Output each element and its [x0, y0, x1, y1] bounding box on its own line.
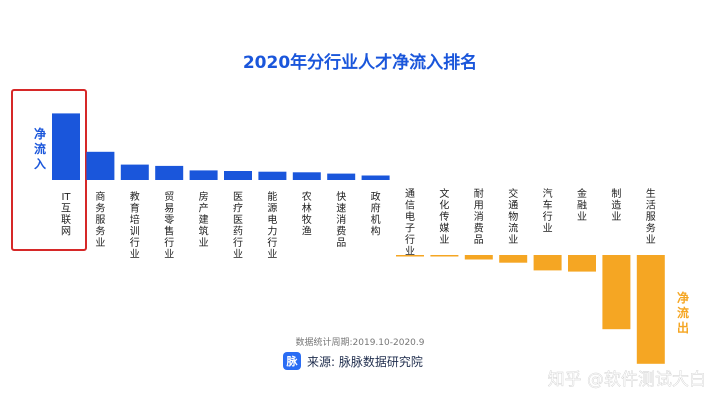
- bar-3: [155, 165, 184, 180]
- bar-11: [430, 255, 459, 257]
- category-label-11: 文化传媒业: [439, 187, 449, 246]
- category-label-5: 医疗医药行业: [233, 191, 243, 261]
- category-label-1: 商务服务业: [95, 190, 105, 249]
- bar-0: [52, 113, 80, 180]
- bar-8: [327, 173, 356, 180]
- bar-5: [224, 171, 252, 180]
- chart-title: 2020年分行业人才净流入排名: [243, 52, 477, 73]
- bar-15: [568, 255, 596, 272]
- category-label-2: 教育培训行业: [130, 190, 140, 261]
- category-label-15: 金融业: [577, 187, 587, 223]
- category-label-7: 农林牧渔: [302, 190, 312, 238]
- data-period: 数据统计周期:2019.10-2020.9: [296, 336, 425, 348]
- category-label-12: 耐用消费品: [474, 187, 484, 246]
- bar-14: [533, 255, 562, 271]
- bar-12: [464, 255, 493, 260]
- watermark: 知乎 @软件测试大白: [548, 370, 706, 390]
- bar-13: [499, 255, 528, 263]
- bar-4: [189, 170, 218, 180]
- bar-16: [602, 255, 631, 330]
- bars-group: [52, 113, 665, 364]
- source-logo-text: 脉: [286, 354, 299, 368]
- bar-1: [86, 151, 115, 180]
- category-label-10: 通信电子行业: [405, 188, 415, 258]
- data-source: 来源: 脉脉数据研究院: [307, 354, 423, 369]
- net-inflow-label: 净流入: [34, 126, 46, 171]
- bar-17: [636, 255, 665, 364]
- category-label-6: 能源电力行业: [267, 190, 277, 261]
- source-logo: [283, 352, 301, 370]
- category-label-4: 房产建筑业: [199, 190, 209, 249]
- category-label-0: IT 互联网: [61, 192, 71, 238]
- highlight-box: [11, 89, 87, 251]
- category-label-13: 交通物流业: [508, 187, 518, 246]
- category-label-9: 政府机构: [371, 190, 381, 238]
- bar-6: [258, 171, 287, 180]
- bar-2: [120, 164, 149, 180]
- net-outflow-label: 净流出: [677, 290, 689, 335]
- category-labels-group: IT 互联网 商务服务业 教育培训行业 贸易零售行业 房产建筑业 医疗医药行业 能源电力行业 农…: [61, 187, 656, 261]
- bar-9: [361, 175, 390, 180]
- category-label-17: 生活服务业: [646, 187, 656, 246]
- bar-7: [292, 172, 321, 180]
- bar-10: [396, 255, 424, 257]
- category-label-8: 快速消费品: [336, 191, 346, 249]
- category-label-3: 贸易零售行业: [164, 191, 174, 261]
- category-label-16: 制造业: [611, 187, 621, 223]
- category-label-14: 汽车行业: [543, 187, 553, 235]
